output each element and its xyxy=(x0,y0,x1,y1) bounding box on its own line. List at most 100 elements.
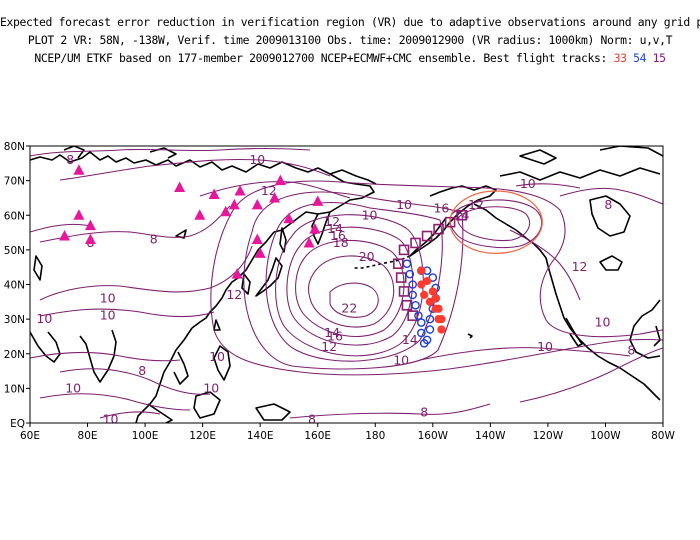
contour-label: 8 xyxy=(420,405,428,420)
contour-label: 12 xyxy=(261,183,277,198)
lat-tick-label: 30N xyxy=(4,314,25,326)
track-15-legend-label: 15 xyxy=(652,51,666,65)
sumatra xyxy=(147,403,173,423)
contour-10-outer xyxy=(231,180,663,338)
lon-tick-label: 140E xyxy=(247,430,274,442)
eurasia-arctic-coast xyxy=(30,151,377,185)
observation-triangle xyxy=(208,188,220,199)
india-coast xyxy=(79,329,117,383)
contour-label: 8 xyxy=(627,342,635,357)
florida xyxy=(653,325,661,347)
track-15-point xyxy=(407,310,418,321)
track-15-point xyxy=(398,286,410,297)
kamchatka xyxy=(311,211,331,245)
contour-10-tropics xyxy=(30,351,181,362)
track-54-point xyxy=(425,325,435,334)
track-54-point xyxy=(414,311,423,320)
track-33-point xyxy=(417,280,426,289)
contour-label: 12 xyxy=(226,287,242,302)
plot-title-line-1: Expected forecast error reduction in ver… xyxy=(0,15,700,29)
contour-label: 10 xyxy=(100,290,116,305)
lon-tick-label: 80W xyxy=(651,430,675,442)
contour-label: 14 xyxy=(402,332,418,347)
observation-triangle xyxy=(231,268,243,279)
contour-label: 10 xyxy=(595,315,611,330)
contour-label: 12 xyxy=(468,197,484,212)
new-guinea xyxy=(255,403,291,421)
track-54-legend-label: 54 xyxy=(633,51,647,65)
lon-tick-label: 160E xyxy=(304,430,331,442)
track-54-point xyxy=(408,290,417,300)
lat-tick-label: 60N xyxy=(4,210,25,222)
verification-region-group xyxy=(449,190,543,255)
lon-tick-label: 100E xyxy=(132,430,159,442)
contour-label: 10 xyxy=(249,152,265,167)
contour-label: 10 xyxy=(209,349,225,364)
taiwan xyxy=(213,319,221,331)
observation-triangle xyxy=(228,198,240,210)
track-15-point xyxy=(395,272,407,283)
track-54-point xyxy=(417,328,426,338)
observation-triangle xyxy=(73,164,85,175)
lon-tick-label: 120E xyxy=(189,430,216,442)
contour-8-tropics xyxy=(59,368,211,395)
contour-10-siberia xyxy=(39,245,253,301)
plot-title-line-2: PLOT 2 VR: 58N, -138W, Verif. time 20090… xyxy=(27,33,673,47)
contour-label: 12 xyxy=(324,214,340,229)
contour-label: 10 xyxy=(537,339,553,354)
track-33-point xyxy=(428,287,437,296)
track-33-point xyxy=(425,297,435,306)
contour-lines xyxy=(30,147,663,419)
lat-tick-label: EQ xyxy=(10,418,25,430)
lat-tick-label: 50N xyxy=(4,245,25,257)
lat-tick-label: 10N xyxy=(4,383,25,395)
contour-label: 10 xyxy=(103,412,119,427)
lat-tick-label: 20N xyxy=(4,349,25,361)
contour-8-northeast xyxy=(559,187,663,205)
contour-label: 16 xyxy=(327,328,343,343)
contour-label: 10 xyxy=(36,311,52,326)
contour-12-northeast xyxy=(509,229,581,301)
contour-20 xyxy=(307,255,395,328)
lat-tick-label: 40N xyxy=(4,280,25,292)
contour-8-east xyxy=(519,347,663,403)
korea xyxy=(241,273,251,295)
contour-label: 10 xyxy=(520,176,536,191)
track-54-point xyxy=(411,300,420,310)
japan xyxy=(255,257,283,297)
track-54-point xyxy=(417,318,426,327)
contour-10-south xyxy=(210,211,663,376)
track-54-point xyxy=(402,259,412,269)
canadian-arctic xyxy=(499,167,661,181)
observation-triangle xyxy=(312,195,324,206)
contour-10-tropics-3 xyxy=(99,411,161,419)
plot-title-line-3-prefix: NCEP/UM ETKF based on 177-member 2009012… xyxy=(34,51,614,65)
track-15-point xyxy=(433,223,444,235)
track-54-point xyxy=(405,269,415,279)
lon-tick-label: 60E xyxy=(20,430,40,442)
contour-10-northeast xyxy=(515,183,581,189)
hawaii xyxy=(467,333,473,339)
arctic-islands xyxy=(519,149,557,165)
philippines xyxy=(213,345,231,381)
contour-labels: 8101288101010121010121416182022161412141… xyxy=(36,152,635,427)
map-frame xyxy=(29,145,664,424)
novaya-zemlya xyxy=(63,146,85,159)
contour-label: 8 xyxy=(138,363,146,378)
aleutian-islands xyxy=(352,255,411,269)
lon-tick-label: 80E xyxy=(78,430,98,442)
borneo xyxy=(193,391,221,419)
observation-triangle xyxy=(303,236,315,248)
track-54-point xyxy=(408,280,417,289)
contour-22 xyxy=(329,282,379,318)
track-15-point xyxy=(444,216,456,228)
contour-18 xyxy=(295,239,405,337)
north-america-west-coast xyxy=(547,265,661,401)
hudson-bay xyxy=(589,195,631,237)
track-33-point xyxy=(437,325,446,334)
contour-label: 10 xyxy=(100,308,116,323)
contour-label: 22 xyxy=(341,301,357,316)
track-33-point xyxy=(417,266,426,275)
observation-triangle xyxy=(251,198,263,210)
